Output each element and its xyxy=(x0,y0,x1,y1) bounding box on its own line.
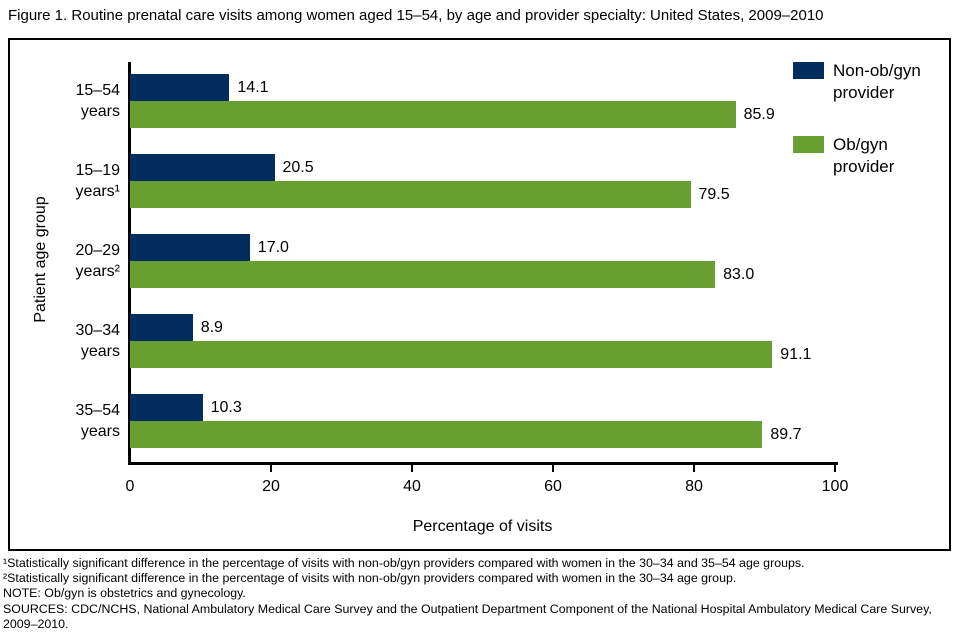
tick-label: 100 xyxy=(821,478,849,495)
bar-obgyn-provider xyxy=(130,421,763,448)
legend-label: Ob/gyn provider xyxy=(833,135,895,176)
figure-title: Figure 1. Routine prenatal care visits a… xyxy=(8,7,824,24)
category-label: 30–34 years xyxy=(75,322,121,360)
non-obgyn-swatch-icon xyxy=(793,62,824,79)
tick-label: 80 xyxy=(685,478,703,495)
tick-mark xyxy=(411,462,413,472)
category-label: 15–19 years¹ xyxy=(75,162,121,200)
tick-mark xyxy=(552,462,554,472)
obgyn-swatch-icon xyxy=(793,136,824,153)
tick-label: 20 xyxy=(262,478,280,495)
footnote-line: ²Statistically significant difference in… xyxy=(3,571,737,586)
tick-mark xyxy=(270,462,272,472)
bar-value-label: 83.0 xyxy=(723,266,755,283)
tick-label: 40 xyxy=(403,478,421,495)
bar-value-label: 17.0 xyxy=(257,239,289,256)
bar-obgyn-provider xyxy=(130,341,773,368)
x-axis-line xyxy=(128,462,838,465)
bar-obgyn-provider xyxy=(130,261,716,288)
bar-non-obgyn-provider xyxy=(130,394,203,421)
legend-item: Ob/gyn provider xyxy=(793,134,943,178)
bar-value-label: 89.7 xyxy=(770,426,802,443)
chart-frame: 15–54 years 14.1 85.9 15–19 years¹ 20.5 79.5 2… xyxy=(8,38,951,551)
tick-mark xyxy=(693,462,695,472)
tick-label: 60 xyxy=(544,478,562,495)
bar-obgyn-provider xyxy=(130,181,691,208)
footnote-line: NOTE: Ob/gyn is obstetrics and gynecolog… xyxy=(3,586,246,601)
bar-value-label: 79.5 xyxy=(698,186,730,203)
bar-obgyn-provider xyxy=(130,101,736,128)
bar-non-obgyn-provider xyxy=(130,314,193,341)
legend-item: Non-ob/gyn provider xyxy=(793,60,943,104)
tick-label: 0 xyxy=(125,478,135,495)
legend-label: Non-ob/gyn provider xyxy=(833,61,921,102)
footnote-line: ¹Statistically significant difference in… xyxy=(3,556,805,570)
category-label: 15–54 years xyxy=(75,82,121,120)
bar-non-obgyn-provider xyxy=(130,234,250,261)
bar-value-label: 8.9 xyxy=(200,319,223,336)
legend: Non-ob/gyn provider Ob/gyn provider xyxy=(793,60,943,208)
bar-non-obgyn-provider xyxy=(130,74,230,101)
category-label: 35–54 years xyxy=(75,402,121,440)
footnote-line: SOURCES: CDC/NCHS, National Ambulatory M… xyxy=(3,601,932,631)
bar-value-label: 14.1 xyxy=(237,79,269,96)
bar-value-label: 10.3 xyxy=(210,399,242,416)
bar-value-label: 85.9 xyxy=(743,106,775,123)
y-axis-title: Patient age group xyxy=(32,196,49,323)
y-axis-line xyxy=(128,62,131,465)
category-label: 20–29 years² xyxy=(75,242,121,280)
footnotes: ¹Statistically significant difference in… xyxy=(3,556,955,632)
x-axis-title: Percentage of visits xyxy=(412,518,553,535)
bar-value-label: 91.1 xyxy=(780,346,812,363)
tick-mark xyxy=(834,462,836,472)
bar-non-obgyn-provider xyxy=(130,154,275,181)
bar-value-label: 20.5 xyxy=(282,159,314,176)
